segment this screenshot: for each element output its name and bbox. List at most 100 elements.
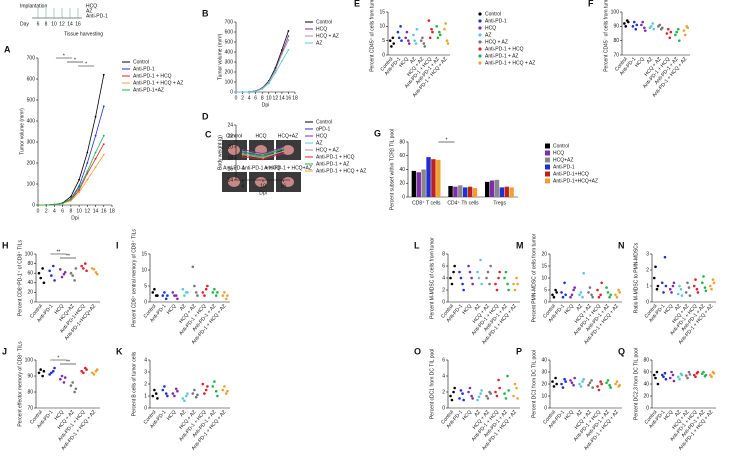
y-tick-label: 30: [541, 369, 547, 375]
data-point: [53, 366, 56, 370]
data-point: [71, 274, 74, 277]
data-point: [453, 264, 456, 268]
schematic-treatment: HCQ: [86, 3, 97, 9]
x-tick-label: AZ: [575, 409, 584, 418]
legend-label: Anti-PD-1 + AZ: [485, 53, 518, 59]
data-point: [561, 386, 565, 389]
y-tick-label: 10: [379, 24, 385, 30]
data-point: [606, 379, 610, 382]
data-point: [615, 380, 619, 383]
data-point: [399, 25, 402, 28]
y-tick-label: 0: [646, 405, 649, 411]
data-point: [171, 291, 175, 294]
legend-swatch: [545, 143, 550, 149]
legend-swatch: [545, 164, 550, 170]
data-point: [494, 282, 497, 286]
data-point: [555, 291, 558, 294]
bar: [431, 159, 436, 197]
y-tick-label: 15: [541, 263, 547, 269]
legend-swatch: [478, 40, 482, 44]
data-point: [462, 398, 465, 402]
data-point: [569, 379, 572, 382]
data-point: [191, 265, 195, 269]
schematic-day: 8: [45, 21, 48, 27]
data-point: [516, 282, 519, 286]
legend-swatch: [478, 61, 482, 65]
y-tick-label: 100: [25, 357, 34, 363]
data-point: [582, 271, 585, 275]
data-point: [704, 373, 708, 377]
data-point: [80, 264, 83, 268]
data-point: [672, 281, 676, 285]
legend-label: Control: [553, 143, 569, 149]
y-tick-label: 0: [402, 194, 405, 200]
y-axis-label: Percent CD45⁻ of cells from tumor: [603, 0, 609, 72]
y-tick-label: 500: [27, 97, 36, 103]
y-tick-label: 16: [227, 166, 233, 172]
data-point: [687, 286, 691, 289]
series-line: [236, 30, 289, 93]
data-point: [280, 60, 283, 62]
data-point: [191, 392, 195, 395]
bar: [485, 181, 490, 197]
significance-label: **: [66, 359, 70, 365]
data-point: [92, 373, 96, 376]
data-point: [600, 382, 603, 386]
legend-swatch: [545, 157, 550, 163]
data-point: [235, 91, 237, 93]
data-point: [163, 291, 166, 294]
bar: [411, 170, 417, 197]
data-point: [69, 199, 72, 202]
data-point: [686, 26, 690, 30]
data-point: [563, 281, 566, 285]
series-line: [236, 39, 289, 93]
data-point: [670, 370, 673, 374]
legend-label: HCQ: [316, 133, 327, 139]
data-point: [504, 397, 508, 400]
panel-letter: H: [2, 240, 9, 250]
x-tick-label: AZ: [674, 409, 683, 418]
panel-letter: F: [588, 0, 594, 8]
data-point: [59, 377, 62, 381]
x-tick-label: 14: [93, 208, 99, 214]
data-point: [164, 392, 168, 395]
y-tick-label: 4: [442, 373, 445, 379]
data-point: [515, 386, 518, 390]
significance-label: **: [56, 249, 60, 255]
x-tick-label: CD4⁺ Th cells: [447, 200, 479, 206]
data-point: [94, 166, 97, 169]
x-tick-label: AZ: [179, 303, 188, 312]
x-tick-label: 14: [279, 95, 285, 101]
data-point: [591, 295, 594, 299]
data-point: [710, 287, 713, 291]
legend-swatch: [478, 47, 482, 51]
data-point: [450, 398, 454, 402]
x-tick-label: 8: [69, 208, 72, 214]
data-point: [176, 297, 179, 301]
y-axis-label: Percent PMN-MDSC of cells from tumor: [531, 233, 537, 322]
tumor: [228, 145, 240, 155]
data-point: [605, 286, 608, 289]
data-point: [173, 394, 176, 398]
data-point: [241, 156, 244, 158]
data-point: [196, 294, 199, 297]
data-point: [497, 378, 500, 382]
data-point: [428, 36, 432, 40]
data-point: [94, 270, 98, 274]
data-point: [515, 276, 518, 280]
data-point: [704, 289, 708, 293]
significance-label: **: [66, 253, 70, 259]
data-point: [677, 39, 681, 42]
data-point: [570, 293, 574, 297]
data-point: [591, 386, 594, 389]
data-point: [666, 27, 670, 31]
legend-label: AZ: [316, 140, 322, 146]
data-point: [423, 45, 427, 48]
y-tick-label: 3: [646, 251, 649, 257]
x-axis-label: Dpi: [71, 215, 79, 221]
data-point: [102, 73, 105, 76]
x-tick-label: HCQ: [634, 56, 646, 68]
data-point: [461, 282, 464, 286]
photo-label: Anti-PD-1 + HCQ+AZ: [264, 165, 312, 171]
y-tick-label: 60: [399, 153, 405, 159]
